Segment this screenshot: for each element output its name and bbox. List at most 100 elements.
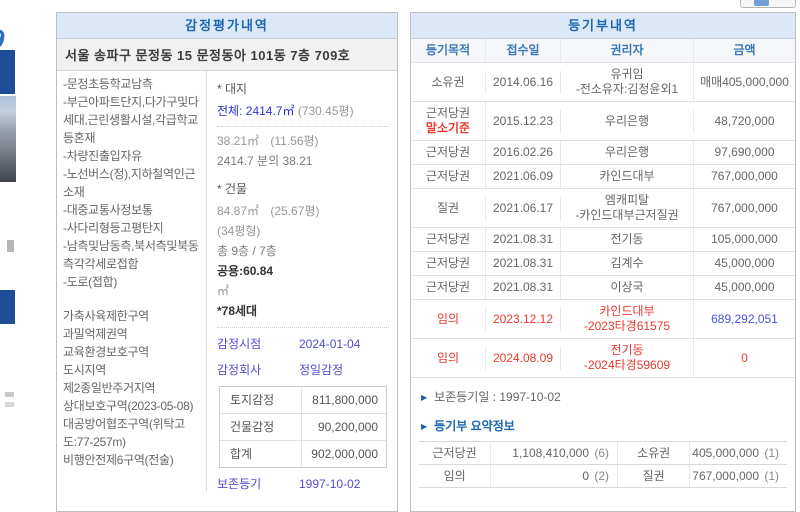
summary-value: 0	[582, 469, 590, 483]
note-item: -대중교통사정보통	[63, 203, 153, 217]
cell-purpose: 근저당권	[411, 165, 486, 188]
cell-amount: 97,690,000	[714, 145, 775, 159]
land-total-line: 전체: 2414.7㎡ (730.45평)	[217, 101, 389, 127]
land-section-label: * 대지	[217, 82, 248, 96]
appraisal-panel-title: 감정평가내역	[57, 13, 397, 39]
note-item: -노선버스(정),지하철역인근소재	[63, 167, 196, 199]
appraisal-date-label: 감정시점	[217, 337, 262, 351]
cancellation-base-label: 말소기준	[425, 121, 471, 135]
valuation-label: 합계	[220, 441, 302, 467]
building-area-value: 84.87㎡	[217, 204, 260, 218]
table-row: 합계 902,000,000	[220, 441, 386, 467]
summary-value: 405,000,000	[692, 446, 759, 460]
appraisal-company-value: 정일감정	[299, 363, 344, 377]
cell-purpose: 근저당권	[411, 276, 486, 299]
strip-mark	[5, 402, 14, 407]
summary-title-text: 등기부 요약정보	[434, 419, 515, 433]
preservation-note-text: 보존등기일 : 1997-10-02	[434, 390, 561, 404]
land-share-line: 38.21㎡ (11.56평)	[217, 131, 389, 151]
note-item: -문정초등학교남측	[63, 77, 153, 91]
cell-date: 2021.06.09	[486, 165, 561, 188]
cell-amount: 689,292,051	[711, 311, 778, 326]
cell-holder: 카인드대부 -2023타경61575	[561, 300, 694, 338]
triangle-bullet-icon: ▶	[421, 422, 428, 431]
summary-count: (1)	[764, 469, 779, 483]
zoning-item: 가축사육제한구역	[63, 309, 149, 323]
table-row: 근저당권 1,108,410,000 (6) 소유권 405,000,000 (…	[419, 442, 787, 465]
table-row: 임의 2024.08.09 전기동 -2024타경59609 0	[411, 339, 795, 378]
summary-count: (2)	[594, 469, 610, 483]
preservation-note: ▶ 보존등기일 : 1997-10-02	[411, 378, 795, 407]
summary-value: 767,000,000	[692, 469, 759, 483]
land-total-label: 전체:	[217, 104, 243, 118]
cell-purpose: 임의	[411, 346, 486, 370]
column-header: 등기목적	[411, 39, 486, 62]
cell-holder: 전기동	[561, 228, 694, 251]
appraisal-date-line: 감정시점 2024-01-04	[217, 334, 389, 354]
summary-value-cell: 0 (2)	[491, 465, 619, 487]
cell-amount: 45,000,000	[714, 256, 775, 270]
table-row: 근저당권 2021.08.31 이상국 45,000,000	[411, 276, 795, 300]
appraisal-date-value: 2024-01-04	[299, 337, 361, 351]
cell-amount: 0	[741, 350, 748, 365]
table-row: 임의 0 (2) 질권 767,000,000 (1)	[419, 465, 787, 488]
column-header: 권리자	[561, 39, 694, 62]
cell-date: 2021.06.17	[486, 196, 561, 220]
land-share-value: 38.21㎡	[217, 134, 260, 148]
holder-line2: -2023타경61575	[583, 319, 671, 333]
summary-count: (1)	[764, 446, 779, 460]
cell-holder: 유귀임 -전소유자:김정윤외1	[561, 63, 694, 101]
table-header-row: 등기목적 접수일 권리자 금액	[411, 39, 795, 63]
cell-date: 2023.12.12	[486, 307, 561, 331]
note-item: -도로(접합)	[63, 275, 118, 289]
strip-mark	[7, 240, 14, 252]
cell-amount: 45,000,000	[714, 280, 775, 294]
holder-line1: 전기동	[610, 343, 644, 357]
purpose-line1: 근저당권	[425, 106, 471, 120]
zoning-item: 교육환경보호구역	[63, 345, 149, 359]
building-area-line: 84.87㎡ (25.67평)	[217, 201, 389, 221]
cropped-toolbar-button[interactable]	[740, 0, 796, 8]
building-common-unit: ㎡	[217, 284, 230, 298]
valuation-value: 902,000,000	[311, 447, 378, 461]
summary-value-cell: 767,000,000 (1)	[690, 465, 787, 487]
building-pyeong-type: (34평형)	[217, 224, 261, 238]
cell-date: 2024.08.09	[486, 346, 561, 370]
cell-amount: 105,000,000	[711, 232, 778, 246]
zoning-item: 제2종일반주거지역	[63, 381, 156, 395]
triangle-bullet-icon: ▶	[421, 393, 428, 402]
preservation-value: 1997-10-02	[299, 477, 361, 491]
cell-purpose: 근저당권	[411, 228, 486, 251]
cell-holder: 엠캐피탈 -카인드대부근저질권	[561, 189, 694, 227]
valuation-value: 811,800,000	[312, 393, 378, 407]
holder-line2: -카인드대부근저질권	[575, 208, 679, 222]
note-item: -남측및남동측,북서측및북동측각각세로접함	[63, 239, 199, 271]
cell-date: 2014.06.16	[486, 70, 561, 94]
building-households: *78세대	[217, 301, 389, 328]
cell-date: 2015.12.23	[486, 109, 561, 133]
table-row: 토지감정 811,800,000	[220, 387, 386, 414]
cell-amount: 48,720,000	[714, 113, 775, 128]
location-notes: -문정초등학교남측 -부근아파트단지,다가구및다세대,근린생활시설,각급학교등혼…	[57, 71, 207, 491]
holder-line1: 카인드대부	[599, 304, 655, 318]
cell-purpose: 근저당권 말소기준	[411, 102, 486, 140]
table-row: 질권 2021.06.17 엠캐피탈 -카인드대부근저질권 767,000,00…	[411, 189, 795, 228]
building-section-label: * 건물	[217, 182, 248, 196]
summary-label: 소유권	[618, 442, 691, 464]
valuation-label: 건물감정	[220, 414, 302, 440]
table-row: 근저당권 말소기준 2015.12.23 우리은행 48,720,000	[411, 102, 795, 141]
preservation-line: 보존등기 1997-10-02	[217, 474, 389, 494]
cell-date: 2021.08.31	[486, 276, 561, 299]
valuation-value: 90,200,000	[317, 420, 378, 434]
holder-line2: -전소유자:김정윤외1	[575, 82, 679, 96]
thumbnail-block	[0, 290, 15, 324]
zoning-item: 과밀억제권역	[63, 327, 128, 341]
table-row: 소유권 2014.06.16 유귀임 -전소유자:김정윤외1 매매405,000…	[411, 63, 795, 102]
summary-label: 근저당권	[419, 442, 492, 464]
holder-line1: 유귀임	[610, 67, 644, 81]
cell-date: 2021.08.31	[486, 228, 561, 251]
cell-holder: 카인드대부	[561, 165, 694, 188]
registry-table: 등기목적 접수일 권리자 금액 소유권 2014.06.16 유귀임 -전소유자…	[411, 39, 795, 378]
valuation-label: 토지감정	[220, 387, 302, 413]
table-row: 임의 2023.12.12 카인드대부 -2023타경61575 689,292…	[411, 300, 795, 339]
